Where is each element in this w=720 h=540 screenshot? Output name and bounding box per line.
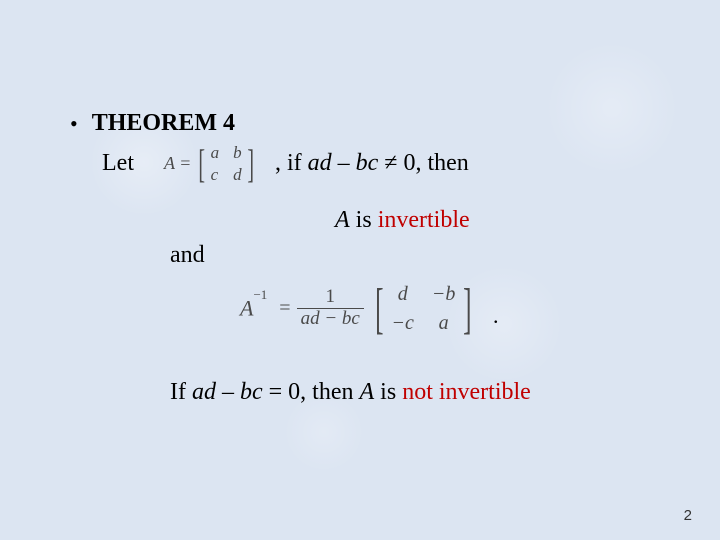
cell-a: a: [432, 312, 456, 335]
left-bracket-icon: [: [199, 148, 206, 180]
final-if: If: [170, 379, 192, 405]
fraction-denominator: ad − bc: [297, 308, 364, 330]
let-word: Let: [102, 150, 134, 177]
invertible-word: invertible: [378, 207, 470, 233]
A-inverse-lhs: A−1: [240, 295, 267, 321]
and-line: and: [170, 242, 650, 269]
theorem-heading-line: • THEOREM 4: [70, 110, 650, 139]
condition-suffix: ≠ 0, then: [378, 150, 469, 176]
cell-d: d: [392, 283, 414, 306]
fraction-numerator: 1: [321, 287, 339, 308]
cell-neg-c: −c: [392, 312, 414, 335]
exponent-neg1: −1: [253, 287, 267, 302]
cell-c: c: [211, 165, 220, 185]
A-letter: A: [240, 296, 253, 321]
theorem-title: THEOREM 4: [92, 110, 235, 137]
matrix-label: A =: [164, 153, 191, 174]
not-invertible-line: If ad – bc = 0, then A is not invertible: [170, 379, 650, 406]
is-text: is: [350, 207, 378, 233]
trailing-period: .: [493, 303, 499, 335]
bullet-icon: •: [70, 110, 78, 139]
matrix-small-cells: a b c d: [209, 143, 244, 185]
matrix-big-cells: d −b −c a: [389, 283, 459, 335]
cell-b: b: [233, 143, 242, 163]
final-is: is: [374, 379, 402, 405]
slide-content: • THEOREM 4 Let A = [ a b c d ] , if ad …: [0, 0, 720, 406]
inverse-formula: A−1 = 1 ad − bc [ d −b −c a ] .: [240, 283, 650, 335]
inverse-matrix: [ d −b −c a ]: [370, 283, 477, 335]
final-A: A: [360, 379, 375, 405]
condition-expr: ad – bc: [308, 150, 379, 176]
condition-prefix: , if: [275, 150, 308, 176]
let-line: Let A = [ a b c d ] , if ad – bc ≠ 0, th…: [102, 143, 650, 185]
cell-neg-b: −b: [432, 283, 456, 306]
matrix-A-definition: A = [ a b c d ]: [164, 143, 257, 185]
invertible-line: A is invertible: [335, 207, 650, 234]
final-expr: ad – bc: [192, 379, 263, 405]
cell-d: d: [233, 165, 242, 185]
right-bracket-icon: ]: [247, 148, 254, 180]
cell-a: a: [211, 143, 220, 163]
equals-sign: =: [279, 297, 290, 320]
right-bracket-big-icon: ]: [464, 288, 472, 330]
A-italic: A: [335, 207, 350, 233]
fraction: 1 ad − bc: [297, 287, 364, 330]
page-number: 2: [684, 507, 692, 524]
not-invertible-word: not invertible: [402, 379, 531, 405]
left-bracket-big-icon: [: [375, 288, 383, 330]
final-mid: = 0, then: [263, 379, 360, 405]
condition-text: , if ad – bc ≠ 0, then: [275, 150, 469, 177]
